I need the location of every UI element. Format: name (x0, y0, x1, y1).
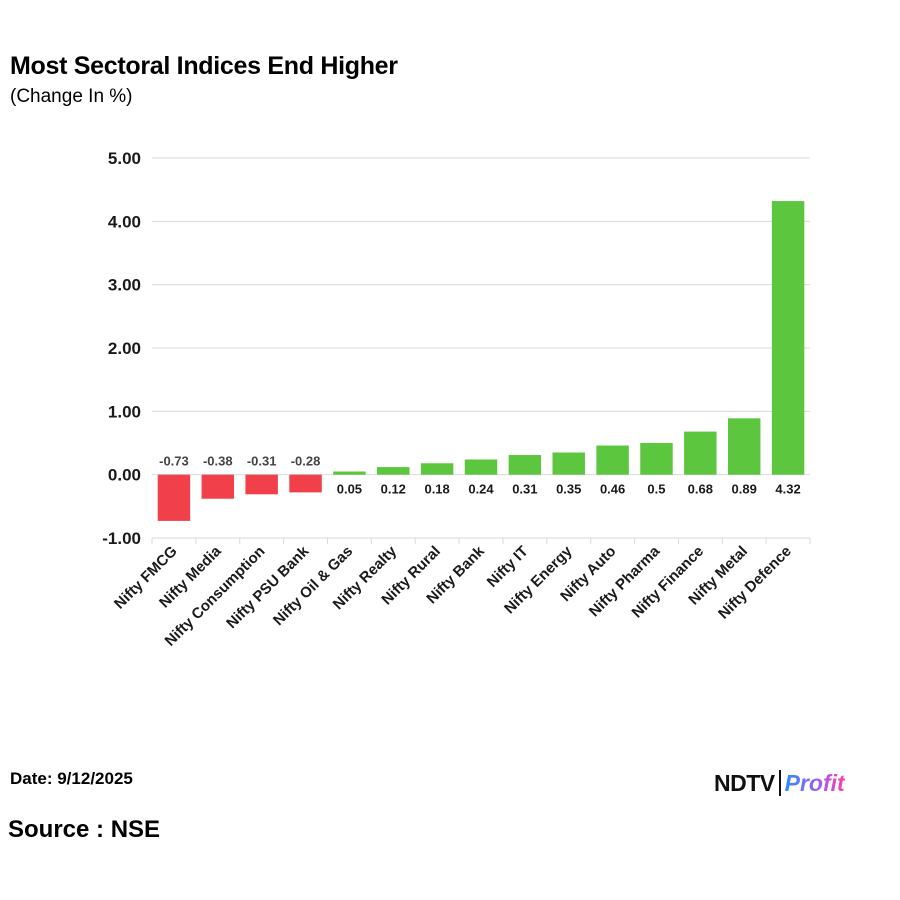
data-label: 0.12 (381, 482, 406, 497)
data-label: 0.35 (556, 482, 581, 497)
logo-profit-text: Profit (784, 769, 845, 796)
bar (420, 463, 454, 475)
logo-ndtv-text: NDTV (714, 769, 775, 796)
bar (245, 474, 278, 495)
data-label: -0.28 (291, 454, 321, 469)
y-tick-label: 2.00 (108, 339, 141, 358)
data-label: 0.68 (688, 482, 713, 497)
y-tick-label: 5.00 (108, 149, 141, 168)
data-label: -0.31 (247, 454, 277, 469)
bar (464, 459, 498, 475)
data-label: 0.46 (600, 482, 625, 497)
bar (640, 443, 673, 475)
y-tick-label: 4.00 (108, 212, 141, 231)
data-label: 0.05 (337, 482, 362, 497)
data-label: 0.5 (647, 482, 665, 497)
ndtv-profit-logo: NDTV Profit (714, 766, 845, 800)
data-label: -0.73 (159, 454, 189, 469)
bar (596, 445, 629, 475)
data-label: 0.24 (468, 482, 494, 497)
bar (377, 467, 410, 475)
y-tick-label: 0.00 (108, 466, 141, 485)
data-label: -0.38 (203, 454, 233, 469)
chart-subtitle: (Change In %) (10, 86, 133, 107)
data-label: 4.32 (775, 482, 800, 497)
source-label: Source : NSE (8, 816, 161, 843)
bar (201, 474, 235, 499)
y-axis-tick-labels: 5.00 4.00 3.00 2.00 1.00 0.00 -1.00 (102, 149, 141, 548)
y-tick-label: 1.00 (108, 402, 141, 421)
bars (157, 201, 805, 521)
bar (552, 452, 585, 475)
bar (684, 431, 717, 475)
data-label: 0.89 (732, 482, 757, 497)
y-tick-label: 3.00 (108, 276, 141, 295)
x-tick-label: Nifty Oil & Gas (270, 543, 356, 629)
bar (508, 455, 542, 475)
bar (727, 418, 761, 475)
bar (289, 474, 322, 493)
bar (157, 474, 191, 521)
data-label: 0.31 (512, 482, 537, 497)
chart-title: Most Sectoral Indices End Higher (10, 52, 398, 80)
data-labels: -0.73 -0.38 -0.31 -0.28 0.05 0.12 0.18 0.24 0.31… (159, 454, 801, 497)
bar (333, 471, 366, 475)
logo-separator (778, 770, 781, 796)
data-label: 0.18 (424, 482, 449, 497)
date-label: Date: 9/12/2025 (10, 769, 133, 788)
bar (771, 201, 805, 475)
y-tick-label: -1.00 (102, 529, 141, 548)
